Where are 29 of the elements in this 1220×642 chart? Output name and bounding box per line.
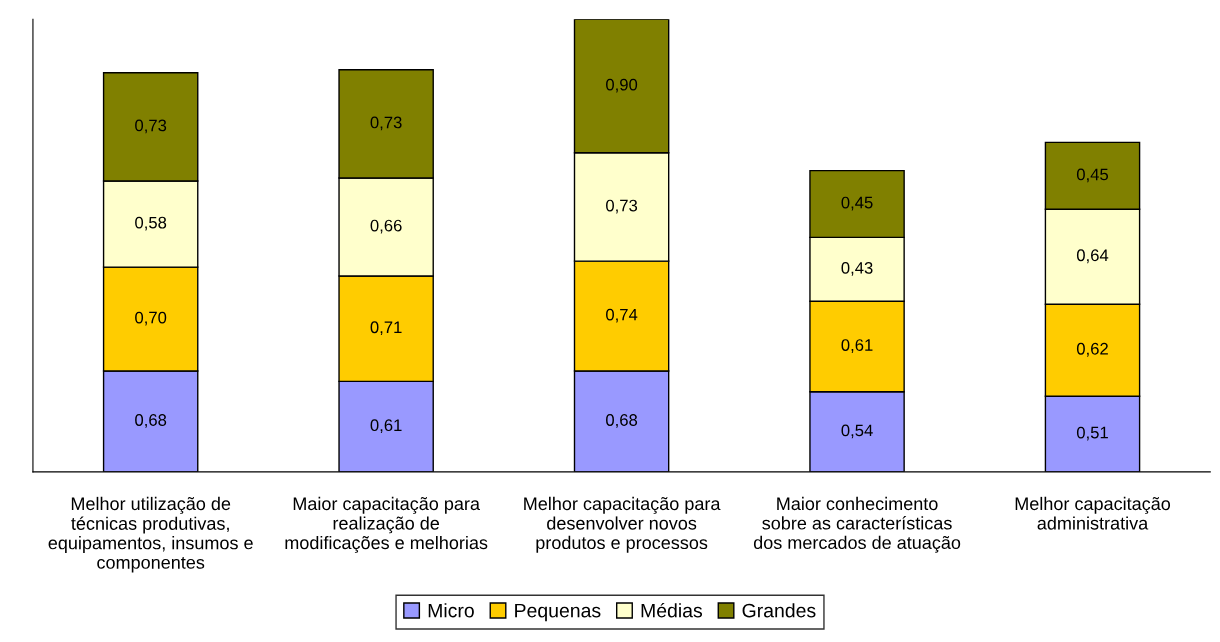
data-label: 0,43 [841, 261, 873, 276]
x-tick-label: Melhor capacitação para desenvolver novos produtos e processos [524, 496, 721, 553]
data-label: 0,45 [1076, 168, 1109, 183]
x-tick-label: Melhor capacitação administrativa [1015, 496, 1171, 530]
x-tick-label: Melhor utilização de técnicas produtivas, equipamentos, insumos e componentes [48, 496, 253, 573]
data-label: 0,45 [841, 196, 873, 211]
data-label: 0,74 [606, 308, 638, 323]
data-label: 0,70 [135, 311, 167, 326]
legend-label: Médias [641, 602, 703, 618]
data-label: 0,66 [370, 219, 402, 234]
data-label: 0,61 [841, 339, 873, 353]
legend-label: Micro [428, 603, 474, 618]
data-label: 0,54 [841, 424, 873, 439]
legend-label: Pequenas [515, 603, 601, 622]
x-tick-label: Maior capacitação para realização de modificações e melhorias [285, 496, 488, 553]
data-label: 0,62 [1076, 342, 1108, 357]
x-tick-label: Maior conhecimento sobre as características dos mercados de atuação [753, 496, 961, 553]
data-label: 0,73 [370, 116, 402, 131]
data-label: 0,51 [1076, 426, 1108, 441]
data-label: 0,61 [370, 419, 402, 434]
data-label: 0,68 [135, 414, 167, 428]
data-label: 0,68 [606, 414, 638, 428]
data-label: 0,58 [135, 216, 167, 231]
legend-label: Grandes [742, 603, 816, 618]
data-label: 0,64 [1076, 249, 1109, 264]
data-label: 0,73 [606, 199, 638, 214]
data-label: 0,71 [370, 321, 402, 336]
data-label: 0,90 [606, 78, 638, 93]
data-label: 0,73 [135, 119, 167, 134]
